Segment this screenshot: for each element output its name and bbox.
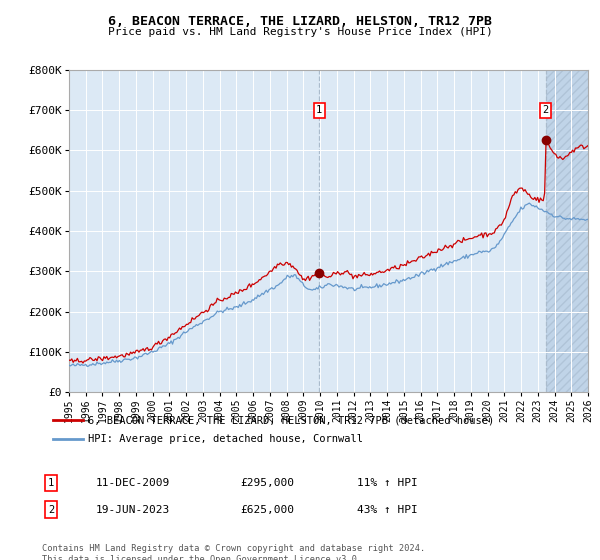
Point [49,436,56,443]
Text: Contains HM Land Registry data © Crown copyright and database right 2024.
This d: Contains HM Land Registry data © Crown c… [42,544,425,560]
Text: 11-DEC-2009: 11-DEC-2009 [96,478,170,488]
Text: 6, BEACON TERRACE, THE LIZARD, HELSTON, TR12 7PB (detached house): 6, BEACON TERRACE, THE LIZARD, HELSTON, … [88,415,494,425]
Point [79,417,86,423]
Text: 6, BEACON TERRACE, THE LIZARD, HELSTON, TR12 7PB: 6, BEACON TERRACE, THE LIZARD, HELSTON, … [108,15,492,28]
Bar [545,70,588,392]
Text: 19-JUN-2023: 19-JUN-2023 [96,505,170,515]
Text: 1: 1 [48,478,54,488]
Text: £625,000: £625,000 [240,505,294,515]
Text: 2: 2 [542,105,549,115]
Text: 11% ↑ HPI: 11% ↑ HPI [357,478,418,488]
Text: 43% ↑ HPI: 43% ↑ HPI [357,505,418,515]
Point [79,436,86,443]
Text: £295,000: £295,000 [240,478,294,488]
Text: 2: 2 [48,505,54,515]
Text: 1: 1 [316,105,322,115]
Text: Price paid vs. HM Land Registry's House Price Index (HPI): Price paid vs. HM Land Registry's House … [107,27,493,38]
Text: HPI: Average price, detached house, Cornwall: HPI: Average price, detached house, Corn… [88,435,363,445]
Point [49,417,56,423]
